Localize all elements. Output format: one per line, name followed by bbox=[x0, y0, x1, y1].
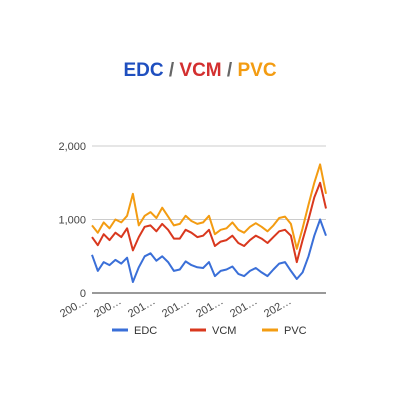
x-tick-label: 202… bbox=[262, 295, 293, 320]
series-line-pvc bbox=[91, 163, 327, 250]
x-tick-label: 201… bbox=[194, 295, 225, 320]
series-lines bbox=[91, 163, 327, 283]
y-tick-label: 2,000 bbox=[58, 141, 86, 153]
chart-title: EDC / VCM / PVC bbox=[123, 60, 276, 81]
x-tick-label: 200… bbox=[92, 295, 123, 320]
legend-label-pvc: PVC bbox=[284, 325, 307, 337]
x-axis: 200… 200… 201… 201… 201… 201… 202… bbox=[58, 295, 293, 320]
x-tick-label: 200… bbox=[58, 295, 89, 320]
y-axis: 0 1,000 2,000 bbox=[58, 141, 86, 300]
title-edc: EDC bbox=[123, 60, 163, 81]
y-tick-label: 0 bbox=[80, 288, 86, 300]
x-tick-label: 201… bbox=[126, 295, 157, 320]
series-line-vcm bbox=[91, 181, 327, 264]
title-separator: / bbox=[227, 60, 238, 81]
title-pvc: PVC bbox=[237, 60, 276, 81]
title-separator: / bbox=[169, 60, 180, 81]
series-line-edc bbox=[91, 218, 327, 283]
x-tick-label: 201… bbox=[228, 295, 259, 320]
y-tick-label: 1,000 bbox=[58, 215, 86, 227]
legend-label-vcm: VCM bbox=[212, 325, 236, 337]
title-vcm: VCM bbox=[179, 60, 221, 81]
x-tick-label: 201… bbox=[160, 295, 191, 320]
legend: EDC VCM PVC bbox=[112, 325, 307, 337]
legend-label-edc: EDC bbox=[134, 325, 157, 337]
